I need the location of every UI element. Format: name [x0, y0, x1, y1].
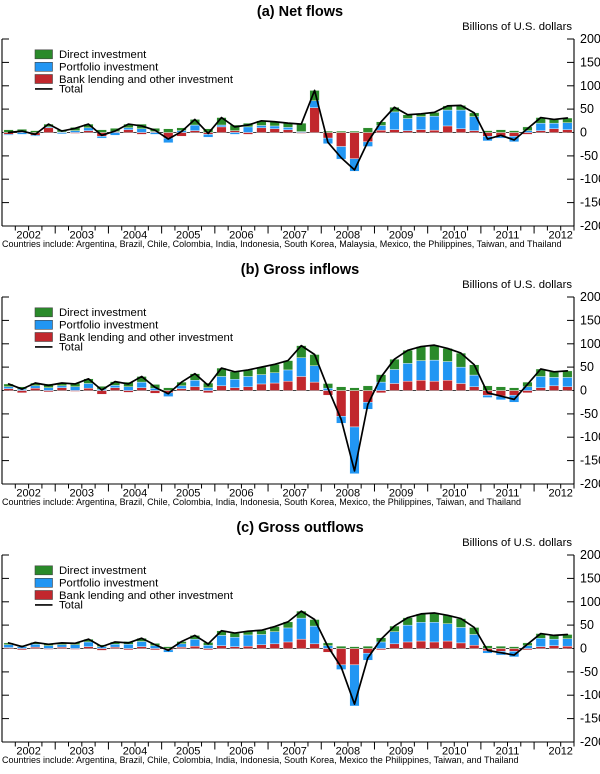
- svg-text:150: 150: [580, 571, 600, 585]
- svg-text:-50: -50: [580, 407, 598, 421]
- svg-text:(a) Net flows: (a) Net flows: [257, 4, 343, 20]
- svg-text:Bank lending and other investm: Bank lending and other investment: [59, 590, 234, 602]
- svg-text:Countries include: Argentina,: Countries include: Argentina, Brazil, Ch…: [2, 755, 518, 765]
- svg-text:-150: -150: [580, 712, 600, 726]
- svg-text:Billions of U.S. dollars: Billions of U.S. dollars: [462, 537, 572, 549]
- svg-text:-100: -100: [580, 688, 600, 702]
- svg-text:Portfolio investment: Portfolio investment: [59, 578, 159, 590]
- svg-text:Billions of U.S. dollars: Billions of U.S. dollars: [462, 279, 572, 291]
- svg-text:0: 0: [580, 384, 587, 398]
- svg-text:-200: -200: [580, 219, 600, 233]
- svg-text:Bank lending and other investm: Bank lending and other investment: [59, 74, 234, 86]
- svg-text:Countries include: Argentina,: Countries include: Argentina, Brazil, Ch…: [2, 239, 562, 249]
- svg-text:Total: Total: [59, 600, 83, 612]
- svg-text:-200: -200: [580, 735, 600, 749]
- svg-text:2012: 2012: [548, 487, 572, 499]
- svg-text:150: 150: [580, 55, 600, 69]
- svg-text:150: 150: [580, 313, 600, 327]
- svg-text:-50: -50: [580, 665, 598, 679]
- svg-text:Direct investment: Direct investment: [59, 49, 147, 61]
- svg-text:100: 100: [580, 337, 600, 351]
- svg-text:Portfolio investment: Portfolio investment: [59, 62, 159, 74]
- svg-text:Total: Total: [59, 84, 83, 96]
- svg-text:0: 0: [580, 642, 587, 656]
- svg-text:-200: -200: [580, 477, 600, 491]
- svg-text:Bank lending and other investm: Bank lending and other investment: [59, 332, 234, 344]
- svg-text:0: 0: [580, 126, 587, 140]
- svg-text:-100: -100: [580, 430, 600, 444]
- svg-text:Total: Total: [59, 342, 83, 354]
- svg-text:50: 50: [580, 360, 594, 374]
- svg-text:Billions of U.S. dollars: Billions of U.S. dollars: [462, 21, 572, 33]
- svg-text:2012: 2012: [548, 745, 572, 757]
- svg-text:-150: -150: [580, 196, 600, 210]
- svg-text:(b) Gross inflows: (b) Gross inflows: [241, 262, 359, 278]
- svg-text:200: 200: [580, 290, 600, 304]
- svg-text:50: 50: [580, 618, 594, 632]
- svg-text:Direct investment: Direct investment: [59, 565, 147, 577]
- svg-text:200: 200: [580, 548, 600, 562]
- svg-text:50: 50: [580, 102, 594, 116]
- svg-text:(c) Gross outflows: (c) Gross outflows: [236, 520, 363, 536]
- svg-text:Countries include: Argentina,: Countries include: Argentina, Brazil, Ch…: [2, 497, 521, 507]
- svg-text:-50: -50: [580, 149, 598, 163]
- svg-text:100: 100: [580, 595, 600, 609]
- svg-text:Portfolio investment: Portfolio investment: [59, 320, 159, 332]
- svg-text:100: 100: [580, 79, 600, 93]
- svg-text:Direct investment: Direct investment: [59, 307, 147, 319]
- svg-text:-100: -100: [580, 172, 600, 186]
- svg-text:-150: -150: [580, 454, 600, 468]
- svg-text:200: 200: [580, 32, 600, 46]
